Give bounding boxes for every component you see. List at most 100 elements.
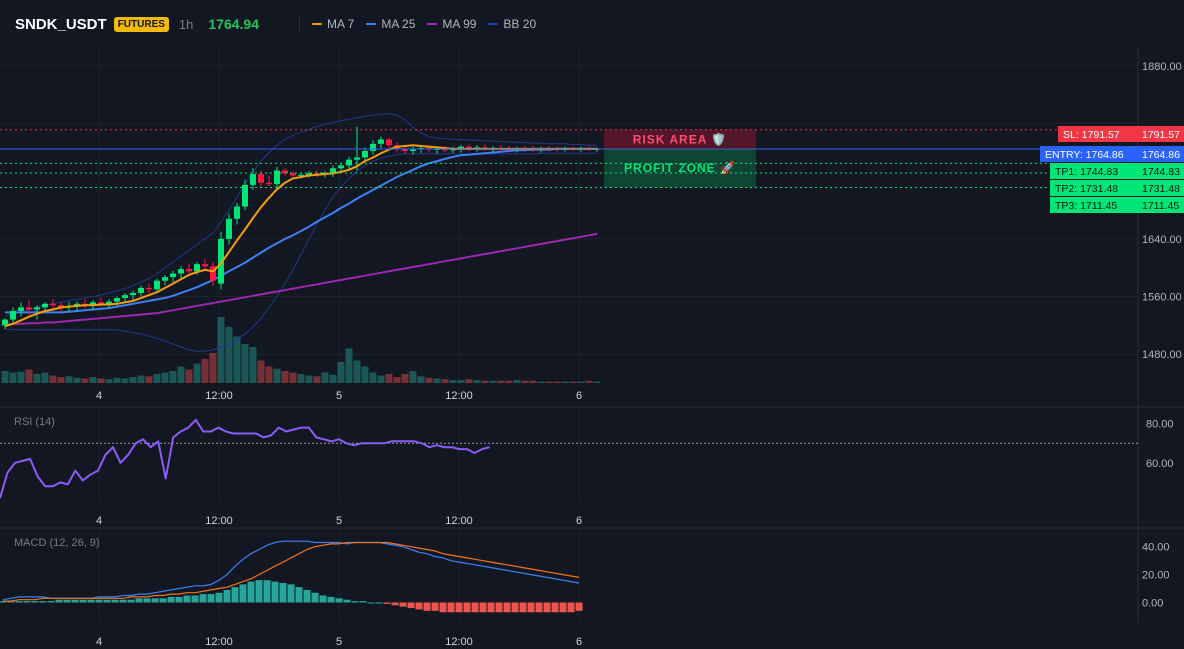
macd-histogram-bar bbox=[527, 602, 535, 613]
legend-bb20[interactable]: BB 20 bbox=[488, 17, 536, 31]
candle-body[interactable] bbox=[410, 149, 416, 152]
candle-body[interactable] bbox=[346, 159, 352, 166]
candle-body[interactable] bbox=[202, 264, 208, 267]
candle-body[interactable] bbox=[458, 146, 464, 149]
volume-bar bbox=[89, 377, 97, 383]
ma99-line bbox=[4, 232, 598, 326]
candle-body[interactable] bbox=[282, 170, 288, 174]
candle-body[interactable] bbox=[170, 273, 176, 278]
volume-bar bbox=[1, 371, 9, 383]
candle-body[interactable] bbox=[106, 301, 112, 304]
candle-body[interactable] bbox=[98, 302, 104, 304]
candle-body[interactable] bbox=[154, 280, 160, 290]
volume-bar bbox=[193, 363, 201, 383]
volume-bar bbox=[457, 380, 465, 383]
volume-bar bbox=[321, 372, 329, 383]
candle-body[interactable] bbox=[74, 303, 80, 306]
volume-bar bbox=[137, 375, 145, 383]
candle-body[interactable] bbox=[370, 143, 376, 152]
candle-body[interactable] bbox=[250, 174, 256, 185]
candle-body[interactable] bbox=[186, 269, 192, 272]
macd-histogram-bar bbox=[167, 596, 175, 603]
candle-body[interactable] bbox=[2, 319, 8, 326]
candle-body[interactable] bbox=[90, 302, 96, 306]
volume-bar bbox=[129, 377, 137, 383]
macd-pane[interactable]: MACD (12, 26, 9) bbox=[0, 537, 583, 613]
legend-ma25-swatch bbox=[366, 23, 377, 25]
candle-body[interactable] bbox=[42, 303, 48, 308]
candle-body[interactable] bbox=[274, 170, 280, 185]
candle-body[interactable] bbox=[58, 305, 64, 308]
volume-bar bbox=[217, 317, 225, 383]
candle-body[interactable] bbox=[266, 182, 272, 185]
candle-body[interactable] bbox=[234, 206, 240, 219]
macd-histogram-bar bbox=[63, 599, 71, 603]
legend-ma7[interactable]: MA 7 bbox=[312, 17, 354, 31]
candle-body[interactable] bbox=[146, 287, 152, 290]
volume-bar bbox=[569, 381, 577, 383]
macd-axis-tick-label: 20.00 bbox=[1142, 570, 1170, 582]
chart-background bbox=[0, 48, 1184, 649]
volume-bar bbox=[209, 353, 217, 383]
rsi-pane[interactable]: RSI (14) bbox=[0, 416, 1138, 499]
candle-body[interactable] bbox=[50, 303, 56, 306]
symbol-name[interactable]: SNDK_USDT bbox=[15, 15, 107, 33]
timeframe-label[interactable]: 1h bbox=[178, 16, 194, 32]
volume-bar bbox=[265, 366, 273, 383]
level-tag-tp2 bbox=[1050, 180, 1138, 196]
legend-ma99[interactable]: MA 99 bbox=[427, 17, 476, 31]
candle-body[interactable] bbox=[178, 269, 184, 274]
candle-body[interactable] bbox=[114, 297, 120, 302]
time-axis-label-rsi: 12:00 bbox=[205, 515, 233, 527]
candle-body[interactable] bbox=[306, 173, 312, 175]
candle-body[interactable] bbox=[210, 266, 216, 281]
macd-histogram-bar bbox=[311, 592, 319, 603]
candle-body[interactable] bbox=[18, 307, 24, 311]
macd-histogram-bar bbox=[207, 594, 215, 603]
macd-histogram-bar bbox=[279, 582, 287, 603]
candle-body[interactable] bbox=[378, 139, 384, 144]
macd-histogram-bar bbox=[247, 581, 255, 603]
level-axis-tag-entry bbox=[1138, 146, 1184, 162]
candle-body[interactable] bbox=[290, 173, 296, 176]
macd-histogram-bar bbox=[447, 602, 455, 613]
macd-histogram-bar bbox=[15, 601, 23, 603]
legend-ma99-swatch bbox=[427, 23, 438, 25]
candle-body[interactable] bbox=[466, 146, 472, 149]
legend-bb20-label: BB 20 bbox=[503, 17, 537, 31]
volume-bar bbox=[9, 372, 17, 383]
macd-histogram-bar bbox=[511, 602, 519, 613]
candle-body[interactable] bbox=[10, 310, 16, 320]
candle-body[interactable] bbox=[330, 168, 336, 173]
price-pane[interactable]: RISK AREA 🛡️ PROFIT ZONE 🚀 bbox=[0, 113, 1138, 383]
candle-body[interactable] bbox=[130, 292, 136, 296]
legend-ma25[interactable]: MA 25 bbox=[366, 17, 415, 31]
candle-body[interactable] bbox=[194, 264, 200, 272]
candle-body[interactable] bbox=[354, 157, 360, 160]
bb-upper-line bbox=[4, 113, 597, 317]
candle-body[interactable] bbox=[402, 148, 408, 152]
time-axis-label-rsi: 12:00 bbox=[445, 515, 473, 527]
volume-bar bbox=[409, 371, 417, 383]
candle-body[interactable] bbox=[138, 287, 144, 293]
candle-body[interactable] bbox=[34, 307, 40, 310]
candle-body[interactable] bbox=[298, 174, 304, 176]
candle-body[interactable] bbox=[218, 238, 224, 284]
macd-histogram-bar bbox=[39, 601, 47, 603]
candle-body[interactable] bbox=[26, 307, 32, 310]
candle-body[interactable] bbox=[386, 139, 392, 146]
candle-body[interactable] bbox=[338, 165, 344, 169]
time-axis-label-rsi: 5 bbox=[336, 515, 342, 527]
macd-histogram-bar bbox=[143, 598, 151, 603]
bb-lower-line bbox=[4, 152, 597, 352]
candle-body[interactable] bbox=[242, 184, 248, 207]
candle-body[interactable] bbox=[162, 277, 168, 281]
candle-body[interactable] bbox=[442, 148, 448, 151]
volume-bar bbox=[593, 381, 601, 383]
candle-body[interactable] bbox=[258, 174, 264, 183]
macd-histogram-bar bbox=[159, 598, 167, 603]
candle-body[interactable] bbox=[362, 151, 368, 158]
candle-body[interactable] bbox=[122, 295, 128, 298]
candle-body[interactable] bbox=[226, 218, 232, 239]
